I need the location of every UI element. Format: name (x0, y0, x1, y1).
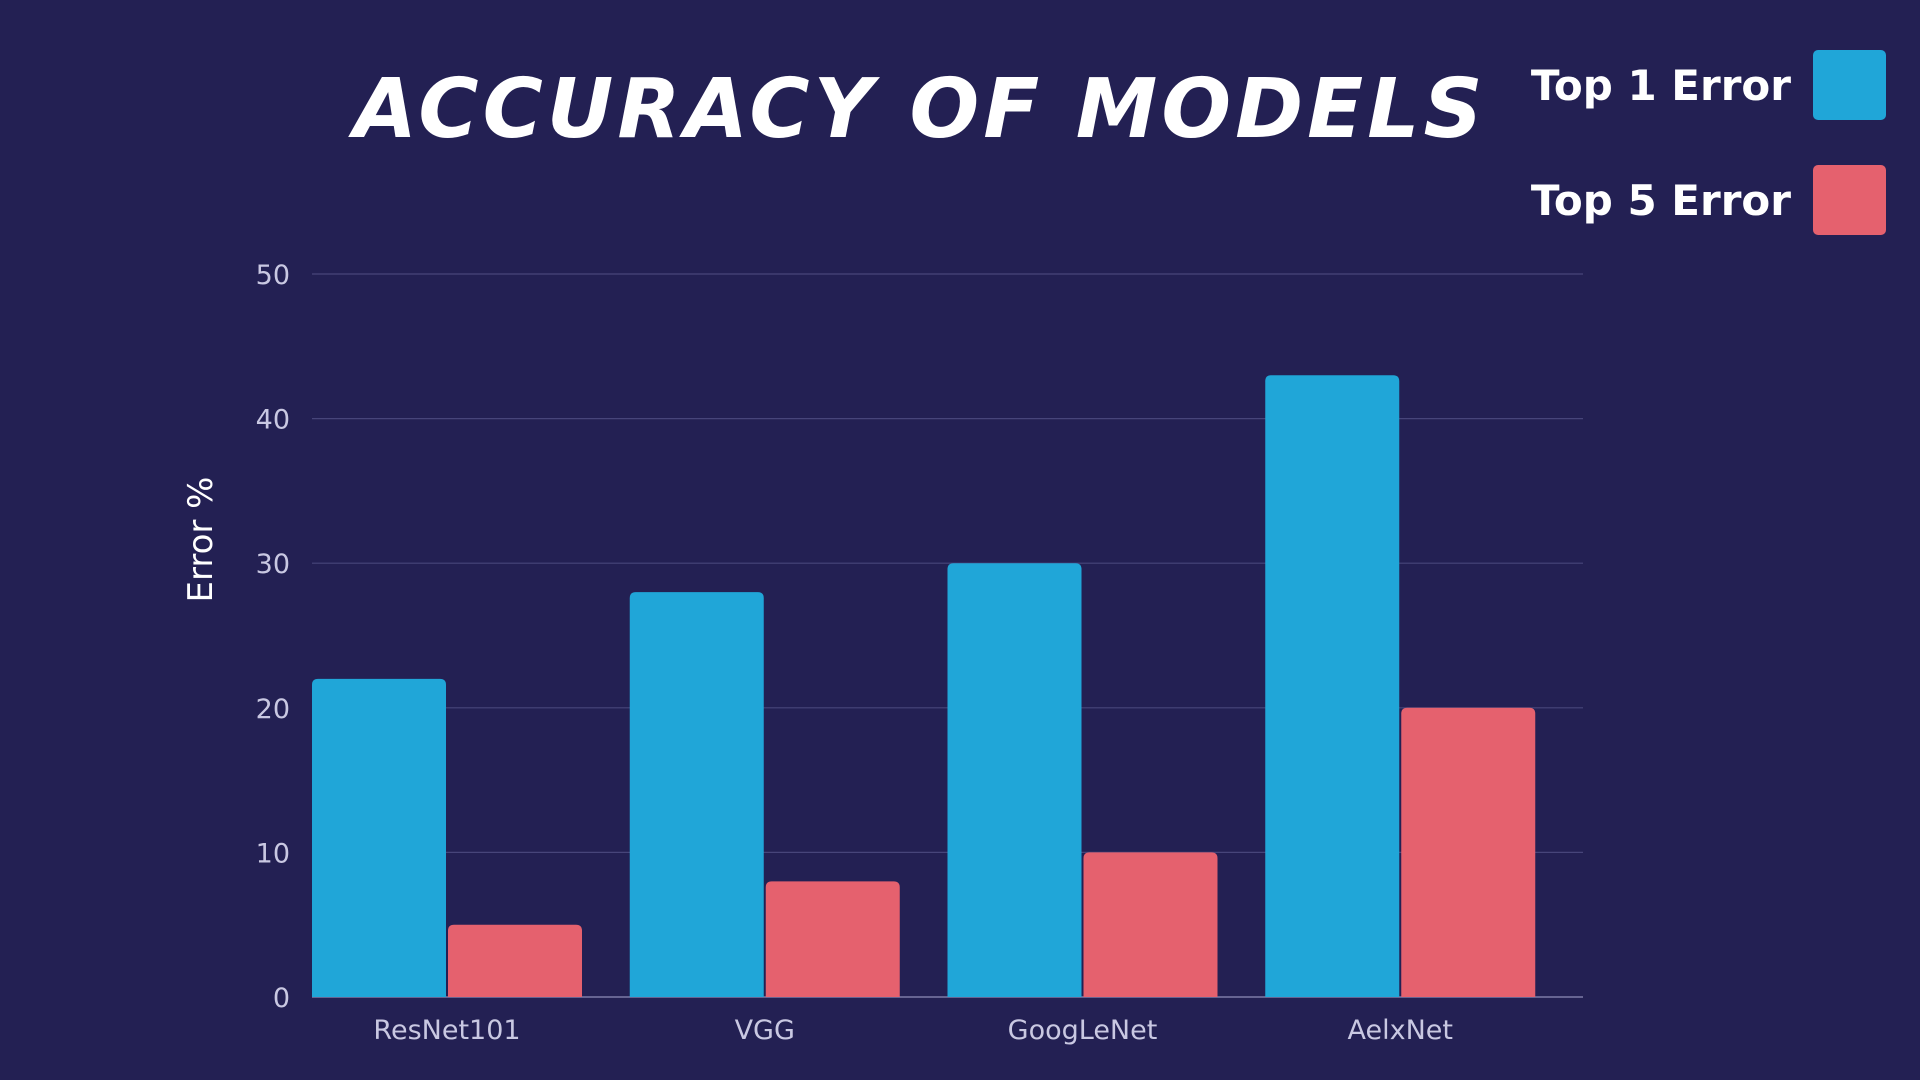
bar-top-5-error-resnet101 (448, 924, 582, 997)
legend-label: Top 1 Error (1530, 60, 1791, 110)
bar-top-1-error-vgg (629, 592, 764, 997)
bar-top-1-error-aelxnet (1265, 375, 1400, 998)
legend-item-top-5-error: Top 5 Error (1531, 165, 1886, 235)
y-tick-label: 30 (256, 549, 290, 580)
x-tick-label: GoogLeNet (1008, 1015, 1158, 1046)
y-tick-label: 40 (256, 405, 290, 436)
legend-label: Top 5 Error (1530, 175, 1791, 225)
x-tick-label: VGG (735, 1015, 795, 1046)
bar-top-1-error-googlenet (947, 563, 1082, 997)
bar-top-5-error-vgg (765, 881, 900, 997)
x-tick-label: AelxNet (1348, 1015, 1453, 1046)
legend-item-top-1-error: Top 1 Error (1531, 50, 1886, 120)
y-axis-label: Error % (181, 477, 221, 603)
bar-top-5-error-googlenet (1083, 852, 1218, 997)
legend-swatch (1813, 50, 1886, 120)
y-tick-label: 10 (256, 838, 290, 869)
y-tick-label: 50 (256, 260, 290, 291)
chart-title: Accuracy of Models (353, 62, 1487, 157)
y-tick-label: 0 (273, 983, 290, 1014)
y-tick-label: 20 (256, 694, 290, 725)
bar-top-5-error-aelxnet (1401, 707, 1536, 997)
bar-top-1-error-resnet101 (312, 678, 446, 997)
legend-swatch (1813, 165, 1886, 235)
x-tick-label: ResNet101 (373, 1015, 520, 1046)
